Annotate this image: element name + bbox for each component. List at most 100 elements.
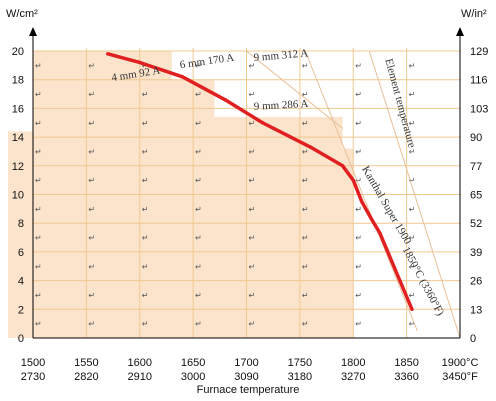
cell-marker: ↵ xyxy=(409,147,416,156)
cell-marker: ↵ xyxy=(409,320,416,329)
cell-marker: ↵ xyxy=(249,147,256,156)
cell-marker: ↵ xyxy=(409,262,416,271)
y-right-unit: W/in² xyxy=(461,8,487,20)
series-0-segment xyxy=(223,98,265,125)
cell-marker: ↵ xyxy=(35,262,42,271)
series-0-segment xyxy=(260,121,313,149)
series-0-segment xyxy=(351,178,364,204)
cell-marker: ↵ xyxy=(302,147,309,156)
y-right-tick-label: 103 xyxy=(470,103,488,115)
y-left-tick-label: 6 xyxy=(18,247,24,259)
series-0-segment xyxy=(180,75,227,102)
cell-marker: ↵ xyxy=(88,234,95,243)
y-left-tick-label: 2 xyxy=(18,304,24,316)
y-tick-labels: 0 2 4 6 8 10 12 14 16 18 20 0 13 26 39 52 65 77 90 103 116 12… xyxy=(12,46,489,345)
y-right-tick-label: 13 xyxy=(470,304,482,316)
annotation: Element temperature xyxy=(382,57,417,149)
cell-marker: ↵ xyxy=(88,119,95,128)
y-right-axis-arrow xyxy=(456,27,464,36)
series-0-segment xyxy=(138,60,185,79)
cell-marker: ↵ xyxy=(302,291,309,300)
x-axis-label: Furnace temperature xyxy=(197,384,300,396)
y-right-tick-label: 65 xyxy=(470,190,482,202)
series-0-segment xyxy=(392,264,414,312)
guide-line xyxy=(246,50,343,129)
cell-marker: ↵ xyxy=(35,119,42,128)
cell-marker: ↵ xyxy=(249,119,256,128)
series-lines xyxy=(105,52,414,312)
cell-marker: ↵ xyxy=(88,61,95,70)
cell-marker: ↵ xyxy=(88,147,95,156)
y-right-tick-label: 90 xyxy=(470,132,482,144)
y-right-tick-label: 26 xyxy=(470,276,482,288)
cell-marker: ↵ xyxy=(35,291,42,300)
cell-marker: ↵ xyxy=(88,205,95,214)
cell-marker: ↵ xyxy=(195,147,202,156)
y-left-tick-label: 4 xyxy=(18,276,24,288)
x-tick-label-celsius: 1700 xyxy=(234,357,258,369)
cell-marker: ↵ xyxy=(409,291,416,300)
cell-marker: ↵ xyxy=(302,61,309,70)
cell-marker: ↵ xyxy=(355,147,362,156)
cell-marker: ↵ xyxy=(409,61,416,70)
cell-marker: ↵ xyxy=(195,234,202,243)
guide-line xyxy=(304,50,418,332)
cell-marker: ↵ xyxy=(302,176,309,185)
x-tick-label-celsius: 1850 xyxy=(394,357,418,369)
cell-marker: ↵ xyxy=(249,176,256,185)
cell-marker: ↵ xyxy=(249,61,256,70)
cell-marker: ↵ xyxy=(195,119,202,128)
cell-marker: ↵ xyxy=(195,90,202,99)
cell-marker: ↵ xyxy=(355,234,362,243)
x-tick-label-celsius: 1800 xyxy=(341,357,365,369)
cell-marker: ↵ xyxy=(409,205,416,214)
cell-marker: ↵ xyxy=(302,234,309,243)
x-tick-label-celsius: 1600 xyxy=(128,357,152,369)
axes xyxy=(29,27,464,339)
y-left-unit: W/cm² xyxy=(6,8,38,20)
cell-marker: ↵ xyxy=(88,176,95,185)
cell-marker: ↵ xyxy=(142,176,149,185)
cell-marker: ↵ xyxy=(142,147,149,156)
annotation: 9 mm 312 A xyxy=(253,47,309,64)
cell-marker: ↵ xyxy=(35,176,42,185)
grid-cell-markers: ↵ ↵ ↵ ↵ ↵ ↵ ↵ ↵ ↵ ↵ ↵ ↵ ↵ ↵ ↵ ↵ ↵ ↵ ↵ ↵ ↵ ↵ ↵ ↵ ↵ ↵ ↵ ↵ ↵ ↵ ↵ ↵ ↵ ↵ ↵ ↵ ↵ ↵ ↵ ↵… xyxy=(35,61,415,328)
x-tick-labels: 1500 2730 1550 2820 1600 2910 1650 3000 1700 3090… xyxy=(21,357,479,383)
y-left-tick-label: 8 xyxy=(18,218,24,230)
y-left-tick-label: 12 xyxy=(12,161,24,173)
x-tick-label-celsius: 1500 xyxy=(21,357,45,369)
element-temperature-guides xyxy=(246,50,461,339)
y-left-tick-label: 18 xyxy=(12,75,24,87)
cell-marker: ↵ xyxy=(355,176,362,185)
cell-marker: ↵ xyxy=(142,262,149,271)
cell-marker: ↵ xyxy=(195,291,202,300)
cell-marker: ↵ xyxy=(302,90,309,99)
y-left-tick-label: 16 xyxy=(12,103,24,115)
cell-marker: ↵ xyxy=(302,320,309,329)
cell-marker: ↵ xyxy=(35,234,42,243)
x-tick-label-fahrenheit: 2730 xyxy=(21,371,45,383)
x-tick-label-celsius: 1750 xyxy=(288,357,312,369)
cell-marker: ↵ xyxy=(355,61,362,70)
cell-marker: ↵ xyxy=(88,291,95,300)
cell-marker: ↵ xyxy=(35,320,42,329)
cell-marker: ↵ xyxy=(142,291,149,300)
cell-marker: ↵ xyxy=(249,205,256,214)
x-tick-label-fahrenheit: 3450°F xyxy=(442,371,478,383)
y-right-tick-label: 129 xyxy=(470,46,488,58)
cell-marker: ↵ xyxy=(195,176,202,185)
cell-marker: ↵ xyxy=(35,61,42,70)
x-tick-label-fahrenheit: 2820 xyxy=(74,371,98,383)
cell-marker: ↵ xyxy=(195,320,202,329)
x-tick-label-celsius: 1550 xyxy=(74,357,98,369)
cell-marker: ↵ xyxy=(302,205,309,214)
annotation: 6 mm 170 A xyxy=(179,52,235,72)
y-left-tick-label: 14 xyxy=(12,132,24,144)
cell-marker: ↵ xyxy=(355,291,362,300)
y-left-tick-label: 20 xyxy=(12,46,24,58)
cell-marker: ↵ xyxy=(409,119,416,128)
cell-marker: ↵ xyxy=(35,90,42,99)
cell-marker: ↵ xyxy=(249,90,256,99)
guide-line xyxy=(368,50,461,339)
